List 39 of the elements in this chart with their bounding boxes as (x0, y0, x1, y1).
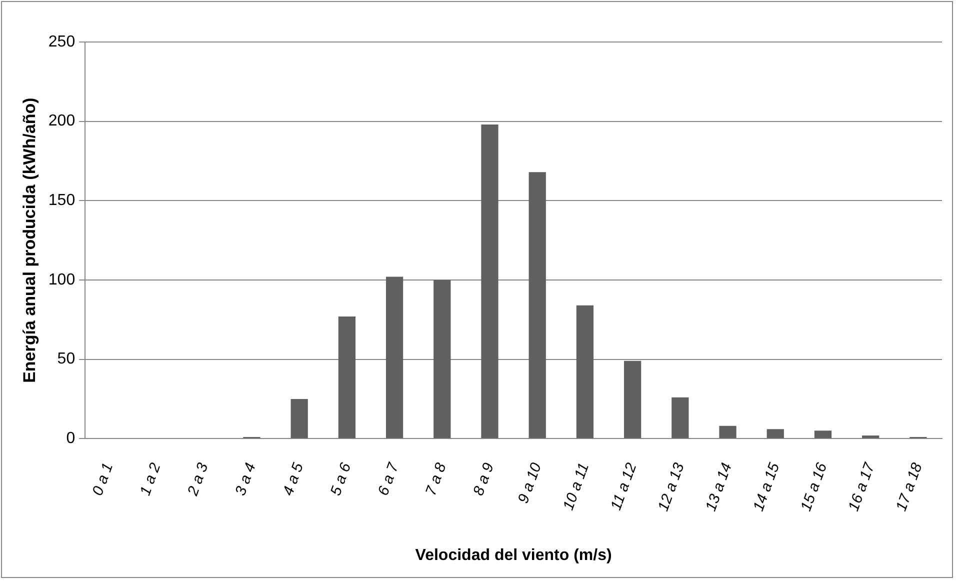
y-tick-label: 150 (48, 192, 76, 210)
x-tick-label: 4 a 5 (280, 460, 308, 498)
bar (672, 397, 689, 438)
bar (386, 276, 404, 438)
x-tick-label: 17 a 18 (892, 460, 926, 514)
y-tick-label: 100 (48, 271, 76, 288)
x-tick-label: 10 a 11 (560, 460, 593, 512)
bar (624, 360, 642, 438)
x-tick-label: 7 a 8 (422, 460, 450, 498)
bar (528, 172, 546, 438)
x-tick-label: 16 a 17 (845, 460, 878, 514)
bar (338, 316, 356, 438)
x-tick-label: 14 a 15 (750, 460, 784, 514)
bar (434, 280, 451, 438)
bar (290, 398, 308, 438)
y-tick-label: 0 (66, 430, 76, 448)
x-axis-title: Velocidad del viento (m/s) (415, 546, 612, 564)
x-tick-label: 9 a 10 (514, 460, 546, 506)
x-tick-label: 1 a 2 (136, 460, 164, 498)
x-tick-label: 0 a 1 (89, 460, 117, 498)
x-tick-label: 11 a 12 (608, 460, 640, 512)
y-tick-label: 200 (48, 112, 76, 130)
y-tick-label: 250 (48, 33, 76, 50)
x-tick-label: 6 a 7 (374, 460, 402, 498)
x-tick-label: 13 a 14 (702, 460, 736, 514)
bar (719, 426, 736, 438)
bar (862, 435, 880, 438)
x-tick-label: 12 a 13 (654, 460, 688, 514)
bar (814, 430, 832, 438)
x-tick-label: 2 a 3 (184, 460, 212, 499)
x-tick-label: 3 a 4 (232, 460, 260, 498)
x-tick-label: 15 a 16 (798, 460, 831, 514)
y-axis-title: Energía anual producida (kWh/año) (20, 98, 39, 383)
bar (766, 429, 784, 438)
x-tick-label: 5 a 6 (327, 460, 355, 498)
bar (481, 124, 498, 438)
y-tick-label: 50 (57, 350, 76, 368)
x-tick-label: 8 a 9 (470, 460, 498, 498)
bar (576, 305, 594, 438)
